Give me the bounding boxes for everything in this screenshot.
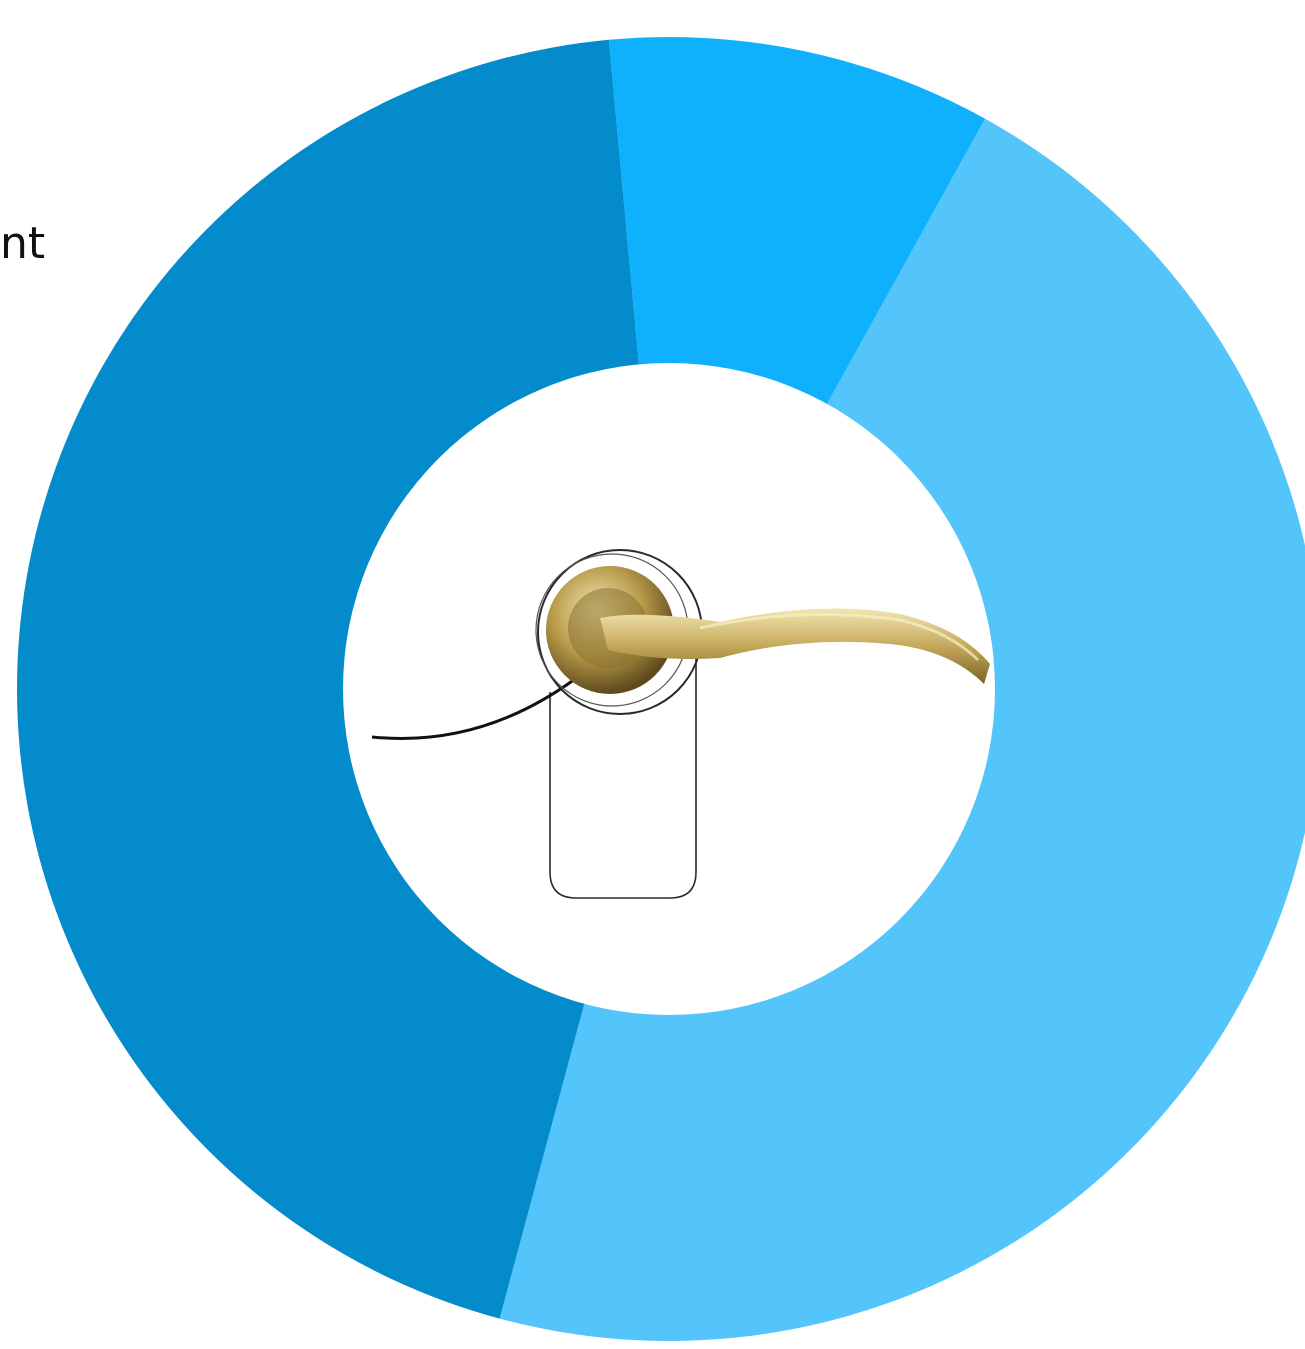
donut-slice-2 <box>17 39 670 1319</box>
donut-hole <box>343 363 995 1015</box>
handle-lever-highlight <box>699 613 980 662</box>
door-lever-handle-icon <box>371 549 990 899</box>
handle-outline-cord <box>371 677 576 741</box>
cropped-label-text: nt <box>0 218 46 269</box>
handle-outline-strap <box>549 632 697 899</box>
handle-lever <box>600 608 990 684</box>
